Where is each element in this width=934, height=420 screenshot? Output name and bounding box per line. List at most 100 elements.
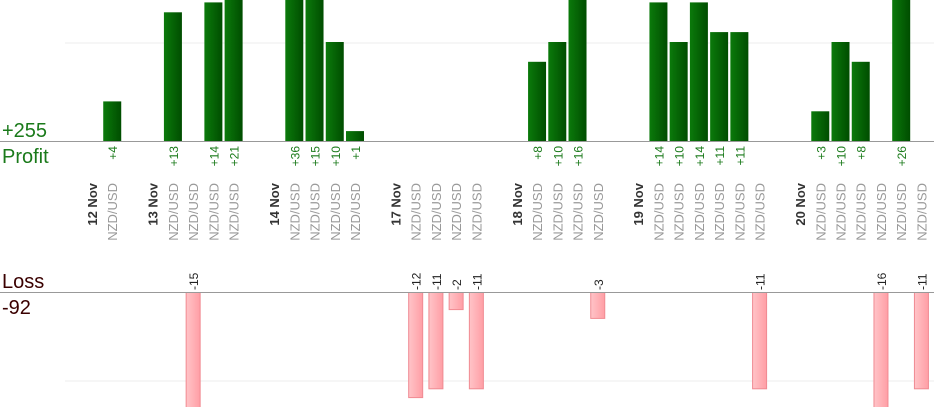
profit-bar xyxy=(103,101,122,141)
loss-value-label: -2 xyxy=(450,279,464,290)
pair-label: NZD/USD xyxy=(834,183,849,241)
profit-value-label: +13 xyxy=(167,146,181,167)
profit-value-label: +15 xyxy=(309,146,323,167)
pair-label: NZD/USD xyxy=(672,183,687,241)
profit-value-label: +21 xyxy=(228,146,242,167)
pair-label: NZD/USD xyxy=(449,183,464,241)
profit-value-label: +14 xyxy=(652,146,666,167)
profit-value-label: +10 xyxy=(835,146,849,167)
pair-label: NZD/USD xyxy=(753,183,768,241)
date-label: 17 Nov xyxy=(388,182,403,225)
profit-bar xyxy=(325,42,344,141)
date-label: 13 Nov xyxy=(146,182,161,225)
pair-label: NZD/USD xyxy=(732,183,747,241)
profit-bar xyxy=(730,32,749,141)
pair-label: NZD/USD xyxy=(591,183,606,241)
pair-label: NZD/USD xyxy=(186,183,201,241)
profit-value-label: +14 xyxy=(693,146,707,167)
profit-value-label: +16 xyxy=(572,146,586,167)
profit-bar xyxy=(669,42,688,141)
loss-bar xyxy=(408,292,424,399)
pair-label: NZD/USD xyxy=(348,183,363,241)
pair-label: NZD/USD xyxy=(308,183,323,241)
pair-label: NZD/USD xyxy=(429,183,444,241)
date-label: 20 Nov xyxy=(793,182,808,225)
date-label: 19 Nov xyxy=(631,182,646,225)
pair-label: NZD/USD xyxy=(692,183,707,241)
pair-label: NZD/USD xyxy=(874,183,889,241)
profit-bar xyxy=(892,0,911,141)
loss-bar xyxy=(185,292,201,407)
loss-value-label: -3 xyxy=(592,279,606,290)
profit-bar xyxy=(345,131,364,141)
profit-bar xyxy=(285,0,304,141)
loss-bar xyxy=(752,292,768,390)
date-label: 14 Nov xyxy=(267,182,282,225)
pair-label: NZD/USD xyxy=(166,183,181,241)
date-label: 12 Nov xyxy=(85,182,100,225)
pair-label: NZD/USD xyxy=(409,183,424,241)
pair-label: NZD/USD xyxy=(287,183,302,241)
profit-value-label: +1 xyxy=(349,146,363,160)
pair-label: NZD/USD xyxy=(328,183,343,241)
pair-label: NZD/USD xyxy=(206,183,221,241)
date-label: 18 Nov xyxy=(510,182,525,225)
pair-label: NZD/USD xyxy=(530,183,545,241)
profit-value-label: +10 xyxy=(673,146,687,167)
profit-value-label: +36 xyxy=(288,146,302,167)
pair-label: NZD/USD xyxy=(550,183,565,241)
loss-label: Loss xyxy=(2,271,44,293)
loss-bar xyxy=(590,292,606,319)
loss-bar xyxy=(873,292,889,407)
profit-bar xyxy=(710,32,729,141)
profit-value-label: +3 xyxy=(814,146,828,160)
pair-label: NZD/USD xyxy=(651,183,666,241)
loss-total: -92 xyxy=(2,297,31,319)
loss-value-label: -16 xyxy=(875,272,889,290)
profit-bar xyxy=(204,2,223,142)
profit-value-label: +11 xyxy=(733,146,747,166)
profit-bar xyxy=(851,61,870,141)
profit-bar xyxy=(649,2,668,142)
profit-bar xyxy=(305,0,324,141)
profit-bar xyxy=(811,111,830,141)
profit-bar xyxy=(528,61,547,141)
profit-value-label: +11 xyxy=(713,146,727,166)
pair-label: NZD/USD xyxy=(894,183,909,241)
profit-label: Profit xyxy=(2,146,49,168)
loss-bar xyxy=(448,292,464,311)
loss-bars xyxy=(185,292,929,407)
loss-value-label: -11 xyxy=(915,273,929,290)
profit-value-label: +14 xyxy=(207,146,221,167)
profit-value-label: +10 xyxy=(551,146,565,167)
loss-value-label: -15 xyxy=(187,272,201,290)
pair-label: NZD/USD xyxy=(571,183,586,241)
loss-value-label: -11 xyxy=(430,273,444,290)
pair-label: NZD/USD xyxy=(813,183,828,241)
profit-value-label: +26 xyxy=(895,146,909,167)
profit-value-label: +8 xyxy=(855,146,869,160)
pair-label: NZD/USD xyxy=(854,183,869,241)
profit-bar xyxy=(163,12,182,141)
loss-bar xyxy=(913,292,929,390)
profit-total: +255 xyxy=(2,120,47,142)
loss-bar xyxy=(468,292,484,390)
profit-bar xyxy=(831,42,850,141)
loss-value-label: -11 xyxy=(470,273,484,290)
profit-bar xyxy=(548,42,567,141)
loss-value-label: -12 xyxy=(410,272,424,290)
profit-bar xyxy=(568,0,587,141)
profit-bar xyxy=(689,2,708,142)
loss-value-label: -11 xyxy=(754,273,768,290)
profit-value-label: +10 xyxy=(329,146,343,167)
profit-bar xyxy=(224,0,243,141)
pair-label: NZD/USD xyxy=(914,183,929,241)
pair-label: NZD/USD xyxy=(227,183,242,241)
profit-value-label: +4 xyxy=(106,146,120,160)
pair-label: NZD/USD xyxy=(712,183,727,241)
profit-value-label: +8 xyxy=(531,146,545,160)
pair-label: NZD/USD xyxy=(105,183,120,241)
pair-label: NZD/USD xyxy=(469,183,484,241)
loss-bar xyxy=(428,292,444,390)
